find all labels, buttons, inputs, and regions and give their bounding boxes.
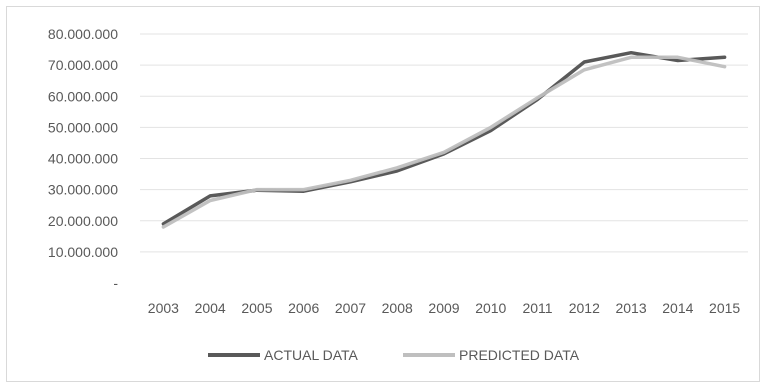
series-lines [161,50,727,229]
x-tick-label: 2008 [382,300,413,316]
x-tick-label: 2013 [615,300,646,316]
y-tick-label: 40.000.000 [48,151,118,167]
x-tick-label: 2012 [569,300,600,316]
x-tick-label: 2011 [522,300,552,316]
y-tick-label: 10.000.000 [48,244,118,260]
y-tick-label: 80.000.000 [48,26,118,42]
legend-label-predicted: PREDICTED DATA [459,347,580,363]
x-tick-label: 2014 [662,300,693,316]
actual-data-line [161,50,727,226]
y-tick-label: 30.000.000 [48,182,118,198]
y-tick-label: 60.000.000 [48,88,118,104]
y-tick-label: 70.000.000 [48,57,118,73]
y-tick-label: - [113,275,118,291]
y-tick-label: 50.000.000 [48,119,118,135]
predicted-data-line [161,55,727,229]
x-tick-label: 2007 [335,300,366,316]
x-tick-label: 2004 [195,300,226,316]
gridlines [140,33,748,253]
legend-label-actual: ACTUAL DATA [264,347,359,363]
x-tick-label: 2006 [288,300,319,316]
x-tick-label: 2010 [475,300,506,316]
x-tick-label: 2009 [428,300,459,316]
legend: ACTUAL DATA PREDICTED DATA [208,347,580,363]
y-tick-label: 20.000.000 [48,213,118,229]
chart-area [6,6,760,382]
x-axis-tick-labels: 2003 2004 2005 2006 2007 2008 2009 2010 2011 2012… [148,300,741,316]
x-tick-label: 2015 [709,300,740,316]
x-tick-label: 2003 [148,300,179,316]
x-tick-label: 2005 [241,300,272,316]
y-axis-tick-labels: - 10.000.000 20.000.000 30.000.000 40.000.00… [48,26,118,291]
